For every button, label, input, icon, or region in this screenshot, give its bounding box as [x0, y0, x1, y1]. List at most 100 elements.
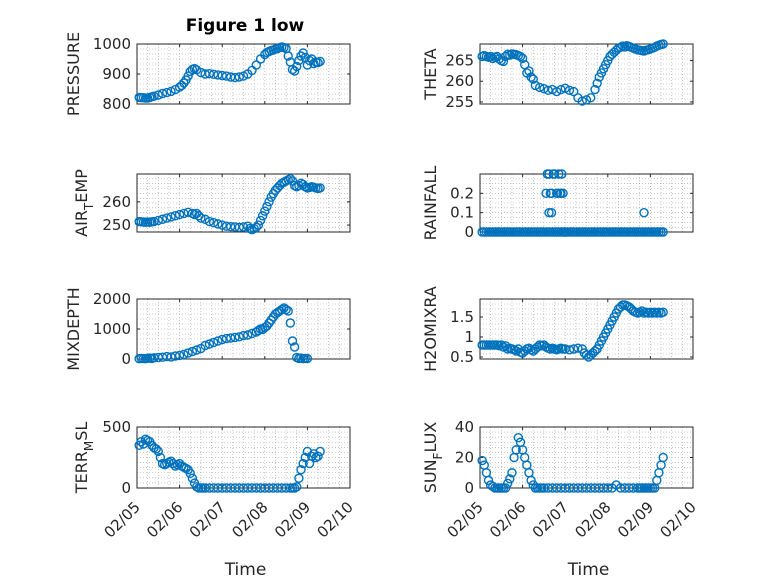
data-point	[513, 432, 524, 443]
data-point	[544, 169, 554, 179]
panel-rainfall: 00.1 0.2 RAINFALL	[421, 166, 694, 241]
data-point	[277, 304, 287, 315]
data-point	[283, 306, 293, 316]
data-point	[315, 446, 325, 457]
data-point	[153, 446, 164, 457]
data-point	[204, 339, 215, 349]
data-point	[166, 86, 176, 97]
y-axis-label: THETA	[421, 48, 440, 100]
data-point	[515, 51, 526, 62]
data-point	[485, 51, 496, 62]
data-point	[149, 91, 159, 101]
data-point	[166, 212, 176, 222]
data-point	[556, 188, 566, 199]
y-tick-label: 0.2	[450, 184, 474, 202]
data-point	[260, 206, 270, 216]
panel-air_temp: 250 260 AIRTEMP	[72, 169, 351, 237]
data-point	[204, 216, 215, 227]
data-point	[221, 71, 232, 81]
data-point	[541, 188, 551, 199]
y-axis-label: TERRMSL	[72, 422, 96, 495]
y-axis-label: MIXDEPTH	[64, 287, 83, 370]
data-point	[289, 66, 300, 76]
y-tick-label: 500	[102, 418, 131, 436]
data-point	[560, 227, 570, 237]
data-point	[264, 197, 274, 207]
data-point	[243, 330, 253, 340]
data-point	[477, 455, 487, 466]
data-point	[287, 336, 298, 346]
y-tick-label: 20	[455, 449, 474, 467]
data-point	[546, 207, 557, 218]
data-point	[281, 304, 291, 315]
data-point	[309, 58, 319, 69]
data-point	[157, 214, 168, 224]
data-point	[213, 336, 223, 346]
data-point	[294, 180, 304, 191]
data-point	[658, 307, 668, 317]
y-tick-label: 0.5	[450, 348, 474, 366]
data-point	[166, 352, 176, 362]
data-point	[500, 51, 511, 62]
y-tick-label: 0	[121, 350, 131, 368]
panel-theta: 255 260 265 THETA	[421, 39, 694, 111]
data-point	[564, 345, 575, 355]
data-point	[315, 183, 325, 193]
data-point	[639, 207, 649, 218]
y-axis-label: AIRTEMP	[72, 169, 96, 237]
data-point	[549, 169, 560, 179]
y-tick-label: 260	[102, 193, 131, 211]
data-point	[234, 72, 244, 82]
data-point	[507, 468, 517, 478]
data-point	[153, 90, 164, 100]
data-point	[498, 56, 509, 67]
data-point	[162, 87, 172, 98]
data-point	[590, 84, 600, 95]
data-point	[500, 483, 511, 493]
y-tick-label: 1	[464, 328, 474, 346]
data-point	[592, 78, 602, 89]
data-point	[557, 169, 567, 179]
data-point	[534, 82, 545, 93]
data-point	[234, 332, 244, 342]
y-tick-label: 1000	[93, 35, 131, 53]
data-point	[168, 458, 178, 469]
data-point	[251, 222, 261, 233]
data-point	[255, 215, 266, 226]
data-point	[603, 483, 613, 493]
data-point	[569, 86, 579, 97]
data-point	[292, 61, 302, 72]
data-point	[590, 346, 600, 356]
data-point	[174, 350, 185, 361]
panel-h2omixra: 0.5 1 1.5 H2OMIXRA	[421, 286, 694, 372]
y-tick-label: 250	[102, 216, 131, 234]
y-tick-label: 0	[464, 479, 474, 497]
data-point	[554, 169, 564, 179]
panel-pressure: 800 900 1000 PRESSURE	[64, 32, 351, 116]
data-point	[285, 318, 296, 328]
y-tick-label: 255	[445, 93, 474, 111]
data-point	[285, 173, 296, 184]
data-point	[296, 465, 306, 475]
data-point	[230, 72, 240, 83]
data-point	[306, 451, 317, 461]
y-tick-label: 265	[445, 52, 474, 70]
data-point	[292, 482, 302, 492]
y-tick-label: 1.5	[450, 308, 474, 326]
data-point	[298, 48, 308, 58]
data-point	[151, 444, 161, 454]
data-point	[213, 219, 223, 229]
y-axis-label: PRESSURE	[64, 32, 83, 116]
figure-title: Figure 1 low	[186, 16, 305, 36]
data-point	[505, 474, 515, 484]
y-tick-label: 40	[455, 418, 474, 436]
data-point	[217, 334, 227, 345]
data-point	[544, 207, 554, 218]
y-axis-label: RAINFALL	[421, 166, 440, 241]
panel-mixdepth: 0 1000 2000 MIXDEPTH	[64, 287, 351, 371]
data-point	[658, 227, 668, 237]
data-point	[658, 39, 668, 49]
y-tick-label: 0	[121, 479, 131, 497]
